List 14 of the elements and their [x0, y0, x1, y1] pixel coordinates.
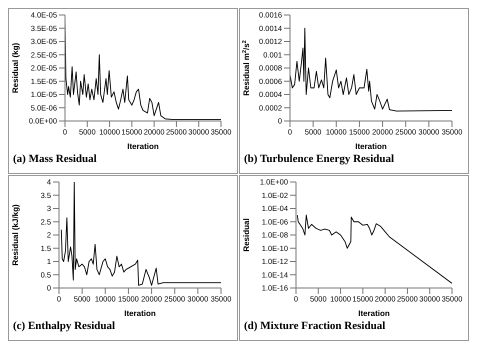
y-axis-title: Residual (kJ/kg) — [11, 204, 20, 266]
y-axis-title: Residual (kg) — [11, 42, 20, 94]
text: (b) Turbulence Energy Residual — [243, 153, 396, 165]
x-axis-title: Iteration — [355, 142, 387, 151]
x-axis-title: Iteration — [124, 309, 156, 318]
text: (a) Mass Residual — [12, 153, 98, 165]
x-axis-title: Iteration — [358, 309, 390, 318]
x-axis-title: Iteration — [127, 142, 159, 151]
text: (c) Enthalpy Residual — [12, 320, 116, 332]
line-series — [60, 182, 221, 286]
line-series — [296, 214, 452, 284]
line-series — [290, 28, 452, 112]
y-axis-title: Residual — [242, 218, 251, 252]
text: (d) Mixture Fraction Residual — [243, 320, 386, 332]
